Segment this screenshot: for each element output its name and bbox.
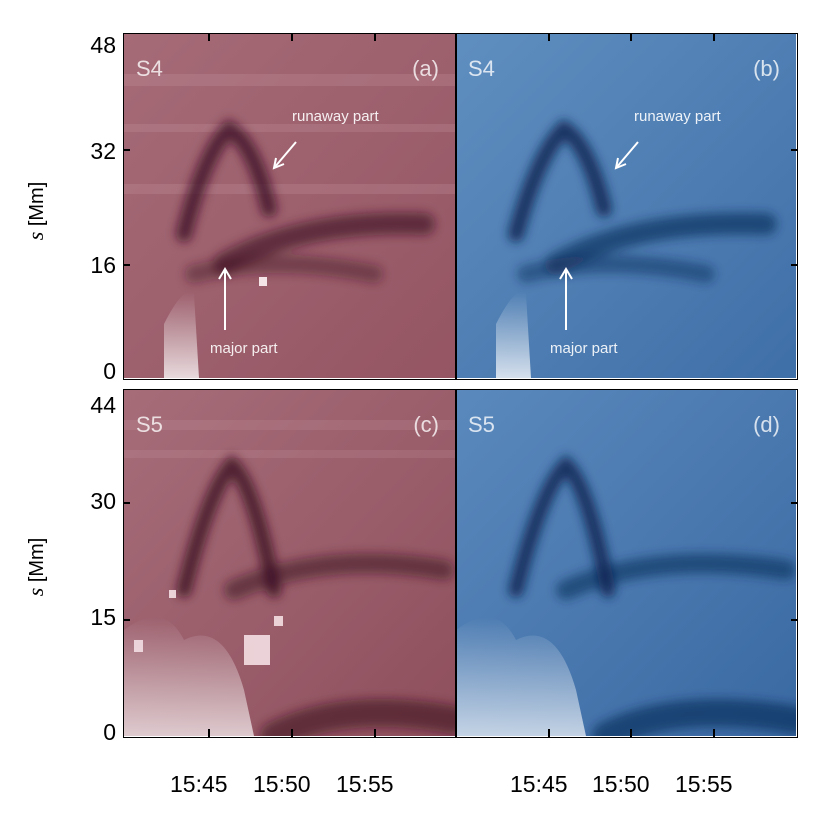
tick-mark [548,33,550,41]
tick-mark [374,729,376,738]
y-tick-label: 0 [103,719,116,745]
y-tick-label: 48 [90,32,116,58]
annotation-runaway: runaway part [292,108,379,125]
panel-tag: (b) [753,56,780,81]
tick-mark [208,729,210,738]
tick-mark [123,264,130,266]
y-tick-label: 32 [90,138,116,164]
panel-tag: (a) [412,56,439,81]
y-axis-var: s [23,587,48,597]
y-tick-label: 16 [90,252,116,278]
x-tick-label: 15:45 [510,771,568,797]
tick-mark [791,619,798,621]
panel-a-image [124,34,455,378]
annotation-runaway: runaway part [634,108,721,125]
tick-mark [630,729,632,738]
x-tick-label: 15:55 [675,771,733,797]
tick-mark [713,729,715,738]
y-axis-label-bottom: s [Mm] [23,527,49,607]
panel-tag: (d) [753,412,780,437]
tick-mark [374,33,376,41]
tick-mark [713,33,715,41]
tick-mark [123,619,130,621]
y-axis-var: s [23,231,48,241]
y-tick-label: 44 [90,392,116,418]
tick-mark [630,33,632,41]
annotation-major: major part [210,340,278,357]
panel-a-red-image: S4 (a) runaway part major part [124,34,455,378]
y-tick-label: 15 [90,604,116,630]
x-tick-label: 15:50 [592,771,650,797]
y-tick-label: 0 [103,358,116,384]
tick-mark [791,264,798,266]
y-axis-unit: [Mm] [26,181,48,227]
tick-mark [123,149,130,151]
tick-mark [208,33,210,41]
annotation-major: major part [550,340,618,357]
tick-mark [791,502,798,504]
slit-label: S5 [136,412,163,437]
tick-mark [291,33,293,41]
slit-label: S4 [468,56,495,81]
panel-c-red-image: S5 (c) [124,390,455,736]
y-axis-unit: [Mm] [26,537,48,583]
panel-b-image [456,34,796,378]
x-tick-label: 15:45 [170,771,228,797]
panel-tag: (c) [413,412,439,437]
x-tick-label: 15:55 [336,771,394,797]
y-tick-label: 30 [90,488,116,514]
slit-label: S4 [136,56,163,81]
tick-mark [791,149,798,151]
x-tick-label: 15:50 [253,771,311,797]
y-axis-label-top: s [Mm] [23,171,49,251]
panel-c-image [124,390,455,736]
panel-d-blue-image: S5 (d) [456,390,796,736]
slit-label: S5 [468,412,495,437]
panel-d-image [456,390,796,736]
arrow-icons [218,141,297,330]
arrow-icons [559,141,639,330]
tick-mark [123,502,130,504]
tick-mark [548,729,550,738]
tick-mark [291,729,293,738]
panel-b-blue-image: S4 (b) runaway part major part [456,34,796,378]
